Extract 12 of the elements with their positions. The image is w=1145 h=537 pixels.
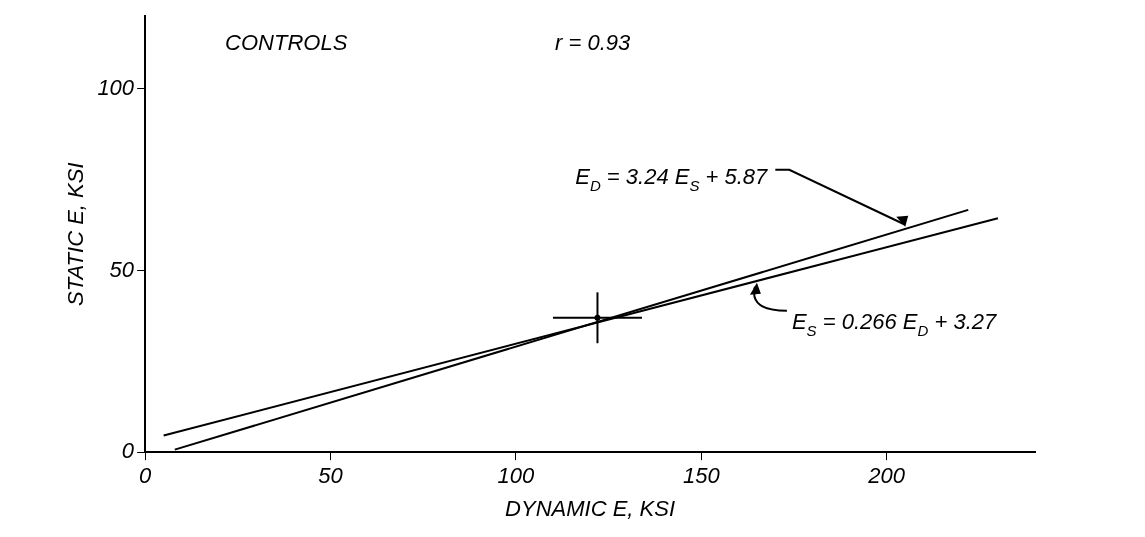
y-tick-label: 50 xyxy=(109,256,135,282)
y-tick-label: 100 xyxy=(97,74,135,100)
x-tick-label: 0 xyxy=(138,462,152,488)
x-axis-title: DYNAMIC E, KSI xyxy=(505,495,676,521)
x-tick-label: 50 xyxy=(318,462,344,488)
x-tick-label: 100 xyxy=(497,462,536,488)
annotation: r = 0.93 xyxy=(555,30,632,55)
annotation: CONTROLS xyxy=(225,30,348,55)
y-axis-title: STATIC E, KSI xyxy=(63,162,89,306)
x-tick-label: 200 xyxy=(867,462,906,488)
y-tick-label: 0 xyxy=(121,438,135,464)
x-tick-label: 150 xyxy=(682,462,721,488)
